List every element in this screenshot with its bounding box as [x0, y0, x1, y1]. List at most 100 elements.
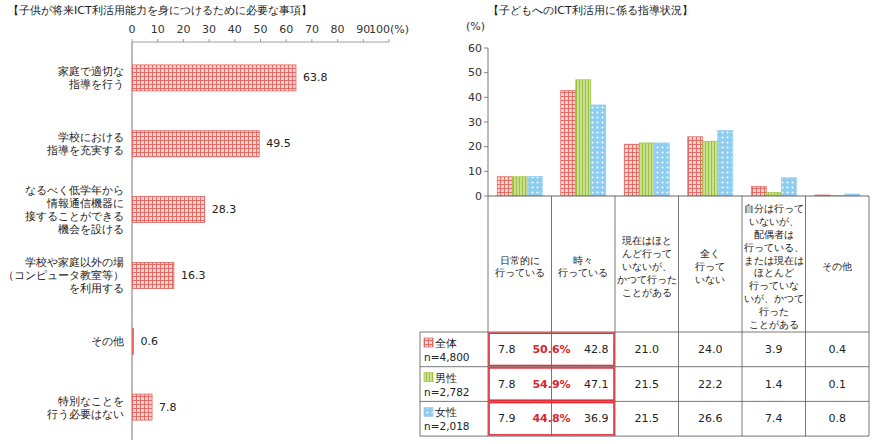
data-label: 28.3: [212, 203, 237, 216]
category-label: 現在はほとんど行っていないが、かつて行ったことがある: [617, 235, 677, 297]
category-label-line: その他: [822, 261, 852, 272]
y-tick: [484, 196, 488, 197]
x-tick: [337, 39, 338, 42]
category-label-line: ことがある: [749, 318, 799, 329]
y-tick-label: 10: [468, 165, 482, 178]
bar: [527, 177, 542, 196]
category-label: 日常的に行っている: [495, 254, 545, 278]
category-label-line: 配偶者は: [754, 229, 794, 240]
category-label-line: 学校における: [58, 131, 124, 144]
bar: [132, 394, 152, 420]
x-tick-label: 30: [202, 23, 216, 36]
bar: [751, 186, 766, 196]
bar: [497, 177, 512, 196]
bar: [781, 178, 796, 196]
y-tick: [484, 72, 488, 73]
category-label-line: 行っていな: [749, 280, 799, 291]
category-label-line: ことがある: [622, 286, 672, 297]
y-tick: [484, 146, 488, 147]
title: 【子どもへのICT利活用に係る指導状況】: [488, 4, 693, 17]
data-label: 7.8: [159, 401, 177, 414]
category-label-line: 家庭で適切な: [58, 65, 124, 77]
category-label: 学校における指導を充実する: [46, 131, 124, 157]
legend-swatch: [424, 407, 433, 416]
category-label-line: 学校や家庭以外の場: [25, 256, 124, 268]
x-tick-label: 40: [228, 23, 242, 36]
x-tick: [311, 39, 312, 42]
legend-label: n=2,782: [424, 386, 470, 398]
y-tick-label: 30: [468, 116, 482, 129]
category-label-line: 行う必要はない: [47, 408, 124, 421]
bar: [512, 177, 527, 196]
highlight-box: [489, 403, 614, 435]
category-label-line: 全く: [700, 248, 720, 259]
bar: [561, 90, 576, 196]
table-vline: [678, 196, 679, 436]
x-tick-label: 50: [254, 23, 268, 36]
x-tick: [157, 39, 158, 42]
x-tick: [260, 39, 261, 42]
category-label: 全く行っていない: [695, 248, 725, 285]
x-tick-label: 70: [305, 23, 319, 36]
x-tick-label: 100(%): [369, 23, 409, 36]
data-label: 63.8: [303, 71, 328, 84]
table-value: 7.9: [498, 412, 516, 425]
table-hline: [420, 332, 869, 333]
category-label-line: いが、かつて: [744, 293, 804, 304]
bar: [688, 137, 703, 196]
category-label-line: いない: [695, 273, 725, 284]
category-label-line: 現在はほと: [622, 235, 672, 246]
y-axis-label: (%): [466, 20, 485, 33]
category-label-line: かつて行った: [617, 273, 677, 284]
x-tick: [389, 39, 390, 42]
bar: [639, 143, 654, 196]
y-tick: [484, 122, 488, 123]
annotation: 44.8%: [532, 412, 570, 425]
bar: [132, 131, 259, 157]
table-value: 24.0: [698, 343, 723, 356]
table-value: 36.9: [584, 412, 609, 425]
bar: [718, 130, 733, 196]
category-label-line: 指導を充実する: [46, 144, 124, 157]
data-label: 49.5: [266, 137, 291, 150]
category-label-line: または現在は: [744, 254, 804, 265]
x-tick: [183, 39, 184, 42]
category-label: 自分は行っていないが、配偶者は行っている、または現在はほとんど行っていないが、か…: [744, 203, 804, 329]
category-label-line: 時々: [573, 254, 593, 265]
legend-label: 男性: [435, 372, 457, 384]
y-tick-label: 60: [468, 42, 482, 55]
annotation: 50.6%: [532, 343, 570, 356]
bar: [624, 144, 639, 196]
x-tick-label: 20: [176, 23, 190, 36]
x-tick-label: 10: [151, 23, 165, 36]
table-hline: [420, 401, 869, 402]
table-hline: [420, 436, 869, 437]
legend-label: 全体: [435, 337, 457, 349]
bar: [654, 143, 669, 196]
category-label-line: その他: [91, 335, 124, 347]
chart-horizontal-bar: 【子供が将来ICT利活用能力を身につけるために必要な事項】01020304050…: [3, 4, 409, 440]
table-value: 7.4: [765, 412, 783, 425]
table-value: 1.4: [765, 378, 783, 391]
table-value: 21.5: [635, 412, 660, 425]
category-label-line: 行った: [759, 305, 789, 316]
table-value: 47.1: [584, 378, 609, 391]
table-value: 0.1: [829, 378, 847, 391]
category-label-line: 接することができる: [25, 210, 124, 223]
annotation: 54.9%: [532, 378, 570, 391]
y-tick: [484, 171, 488, 172]
category-label-line: んど行って: [622, 248, 672, 259]
legend-swatch: [424, 338, 433, 347]
bar: [132, 197, 205, 223]
x-tick: [234, 39, 235, 42]
x-tick-label: 60: [279, 23, 293, 36]
category-label-line: （コンピュータ教室等）: [3, 269, 124, 281]
table-value: 3.9: [765, 343, 783, 356]
legend-label: n=2,018: [424, 420, 470, 432]
category-label: 時々行っている: [558, 254, 608, 278]
bar: [132, 262, 174, 288]
category-label: 家庭で適切な指導を行う: [58, 65, 124, 91]
table-value: 0.4: [829, 343, 847, 356]
table-value: 7.8: [498, 343, 516, 356]
category-label: 特別なことを行う必要はない: [47, 395, 124, 421]
